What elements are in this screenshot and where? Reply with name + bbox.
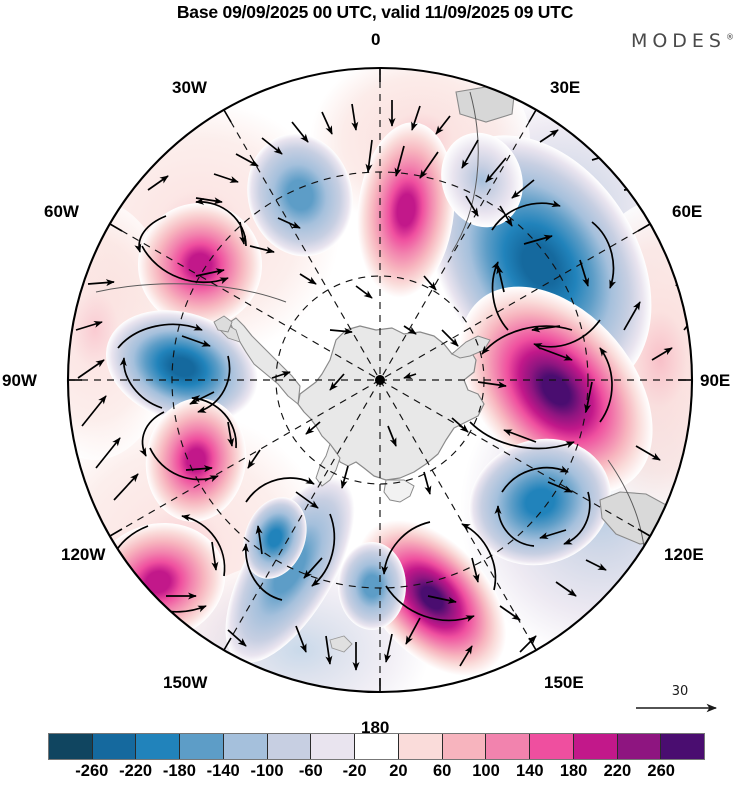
colorbar-tick: -220 bbox=[119, 762, 153, 780]
colorbar-tick-labels: -260 -220 -180 -140 -100 -60 -20 20 60 100 140 180 2… bbox=[48, 762, 705, 786]
colorbar-cell[interactable] bbox=[398, 734, 443, 759]
colorbar-tick: -60 bbox=[298, 762, 323, 780]
colorbar-cell[interactable] bbox=[355, 734, 399, 759]
colorbar-cell[interactable] bbox=[92, 734, 137, 759]
lon-label-90e: 90E bbox=[700, 371, 731, 390]
registered-mark: ® bbox=[726, 32, 734, 42]
colorbar-cell[interactable] bbox=[530, 734, 574, 759]
lon-label-150e: 150E bbox=[544, 673, 584, 692]
colorbar-cell[interactable] bbox=[180, 734, 224, 759]
colorbar-cell[interactable] bbox=[617, 734, 662, 759]
colorbar-cell[interactable] bbox=[661, 734, 705, 759]
reference-vector-legend: 30 bbox=[634, 684, 726, 721]
colorbar-tick: 220 bbox=[603, 762, 632, 780]
lon-label-180: 180 bbox=[361, 718, 390, 737]
colorbar-cell[interactable] bbox=[223, 734, 268, 759]
wind-vectors bbox=[75, 100, 692, 671]
lon-label-30e: 30E bbox=[550, 78, 581, 97]
colorbar-tick: -140 bbox=[206, 762, 240, 780]
lon-label-0: 0 bbox=[371, 30, 381, 49]
colorbar-cell[interactable] bbox=[573, 734, 618, 759]
colorbar-tick: 140 bbox=[516, 762, 544, 780]
lon-label-150w: 150W bbox=[163, 673, 208, 692]
lon-label-60e: 60E bbox=[672, 202, 703, 221]
lon-label-90w: 90W bbox=[2, 371, 37, 390]
colorbar[interactable]: -260 -220 -180 -140 -100 -60 -20 20 60 100 140 180 2… bbox=[48, 733, 705, 786]
colorbar-cell[interactable] bbox=[267, 734, 312, 759]
map-svg bbox=[66, 66, 694, 694]
boundary-ticks bbox=[68, 68, 692, 692]
colorbar-tick: -180 bbox=[162, 762, 196, 780]
reference-vector-value: 30 bbox=[671, 684, 689, 699]
brand-name: MODES bbox=[630, 30, 726, 52]
pole-marker bbox=[375, 375, 385, 385]
lon-label-60w: 60W bbox=[44, 202, 79, 221]
polar-stereographic-map[interactable]: 0 30E 60E 90E 120E 150E 180 150W 120W 90… bbox=[0, 30, 750, 737]
page-title: Base 09/09/2025 00 UTC, valid 11/09/2025… bbox=[176, 2, 574, 22]
colorbar-cell[interactable] bbox=[311, 734, 356, 759]
colorbar-tick: 100 bbox=[472, 762, 500, 780]
colorbar-tick: 260 bbox=[647, 762, 675, 780]
colorbar-cell[interactable] bbox=[49, 734, 93, 759]
colorbar-tick: -20 bbox=[342, 762, 367, 780]
colorbar-cell[interactable] bbox=[442, 734, 487, 759]
lon-label-30w: 30W bbox=[172, 78, 207, 97]
colorbar-tick: 180 bbox=[559, 762, 588, 780]
lon-label-120e: 120E bbox=[664, 545, 704, 564]
colorbar-cell[interactable] bbox=[136, 734, 181, 759]
colorbar-tick: 60 bbox=[433, 762, 452, 780]
colorbar-tick: -100 bbox=[250, 762, 284, 780]
colorbar-cells[interactable] bbox=[48, 733, 705, 760]
colorbar-cell[interactable] bbox=[486, 734, 531, 759]
colorbar-tick: 20 bbox=[389, 762, 408, 780]
colorbar-tick: -260 bbox=[75, 762, 109, 780]
modes-logo: MODES® bbox=[631, 30, 734, 52]
lon-label-120w: 120W bbox=[61, 545, 106, 564]
reference-vector-arrow-icon bbox=[636, 703, 718, 713]
